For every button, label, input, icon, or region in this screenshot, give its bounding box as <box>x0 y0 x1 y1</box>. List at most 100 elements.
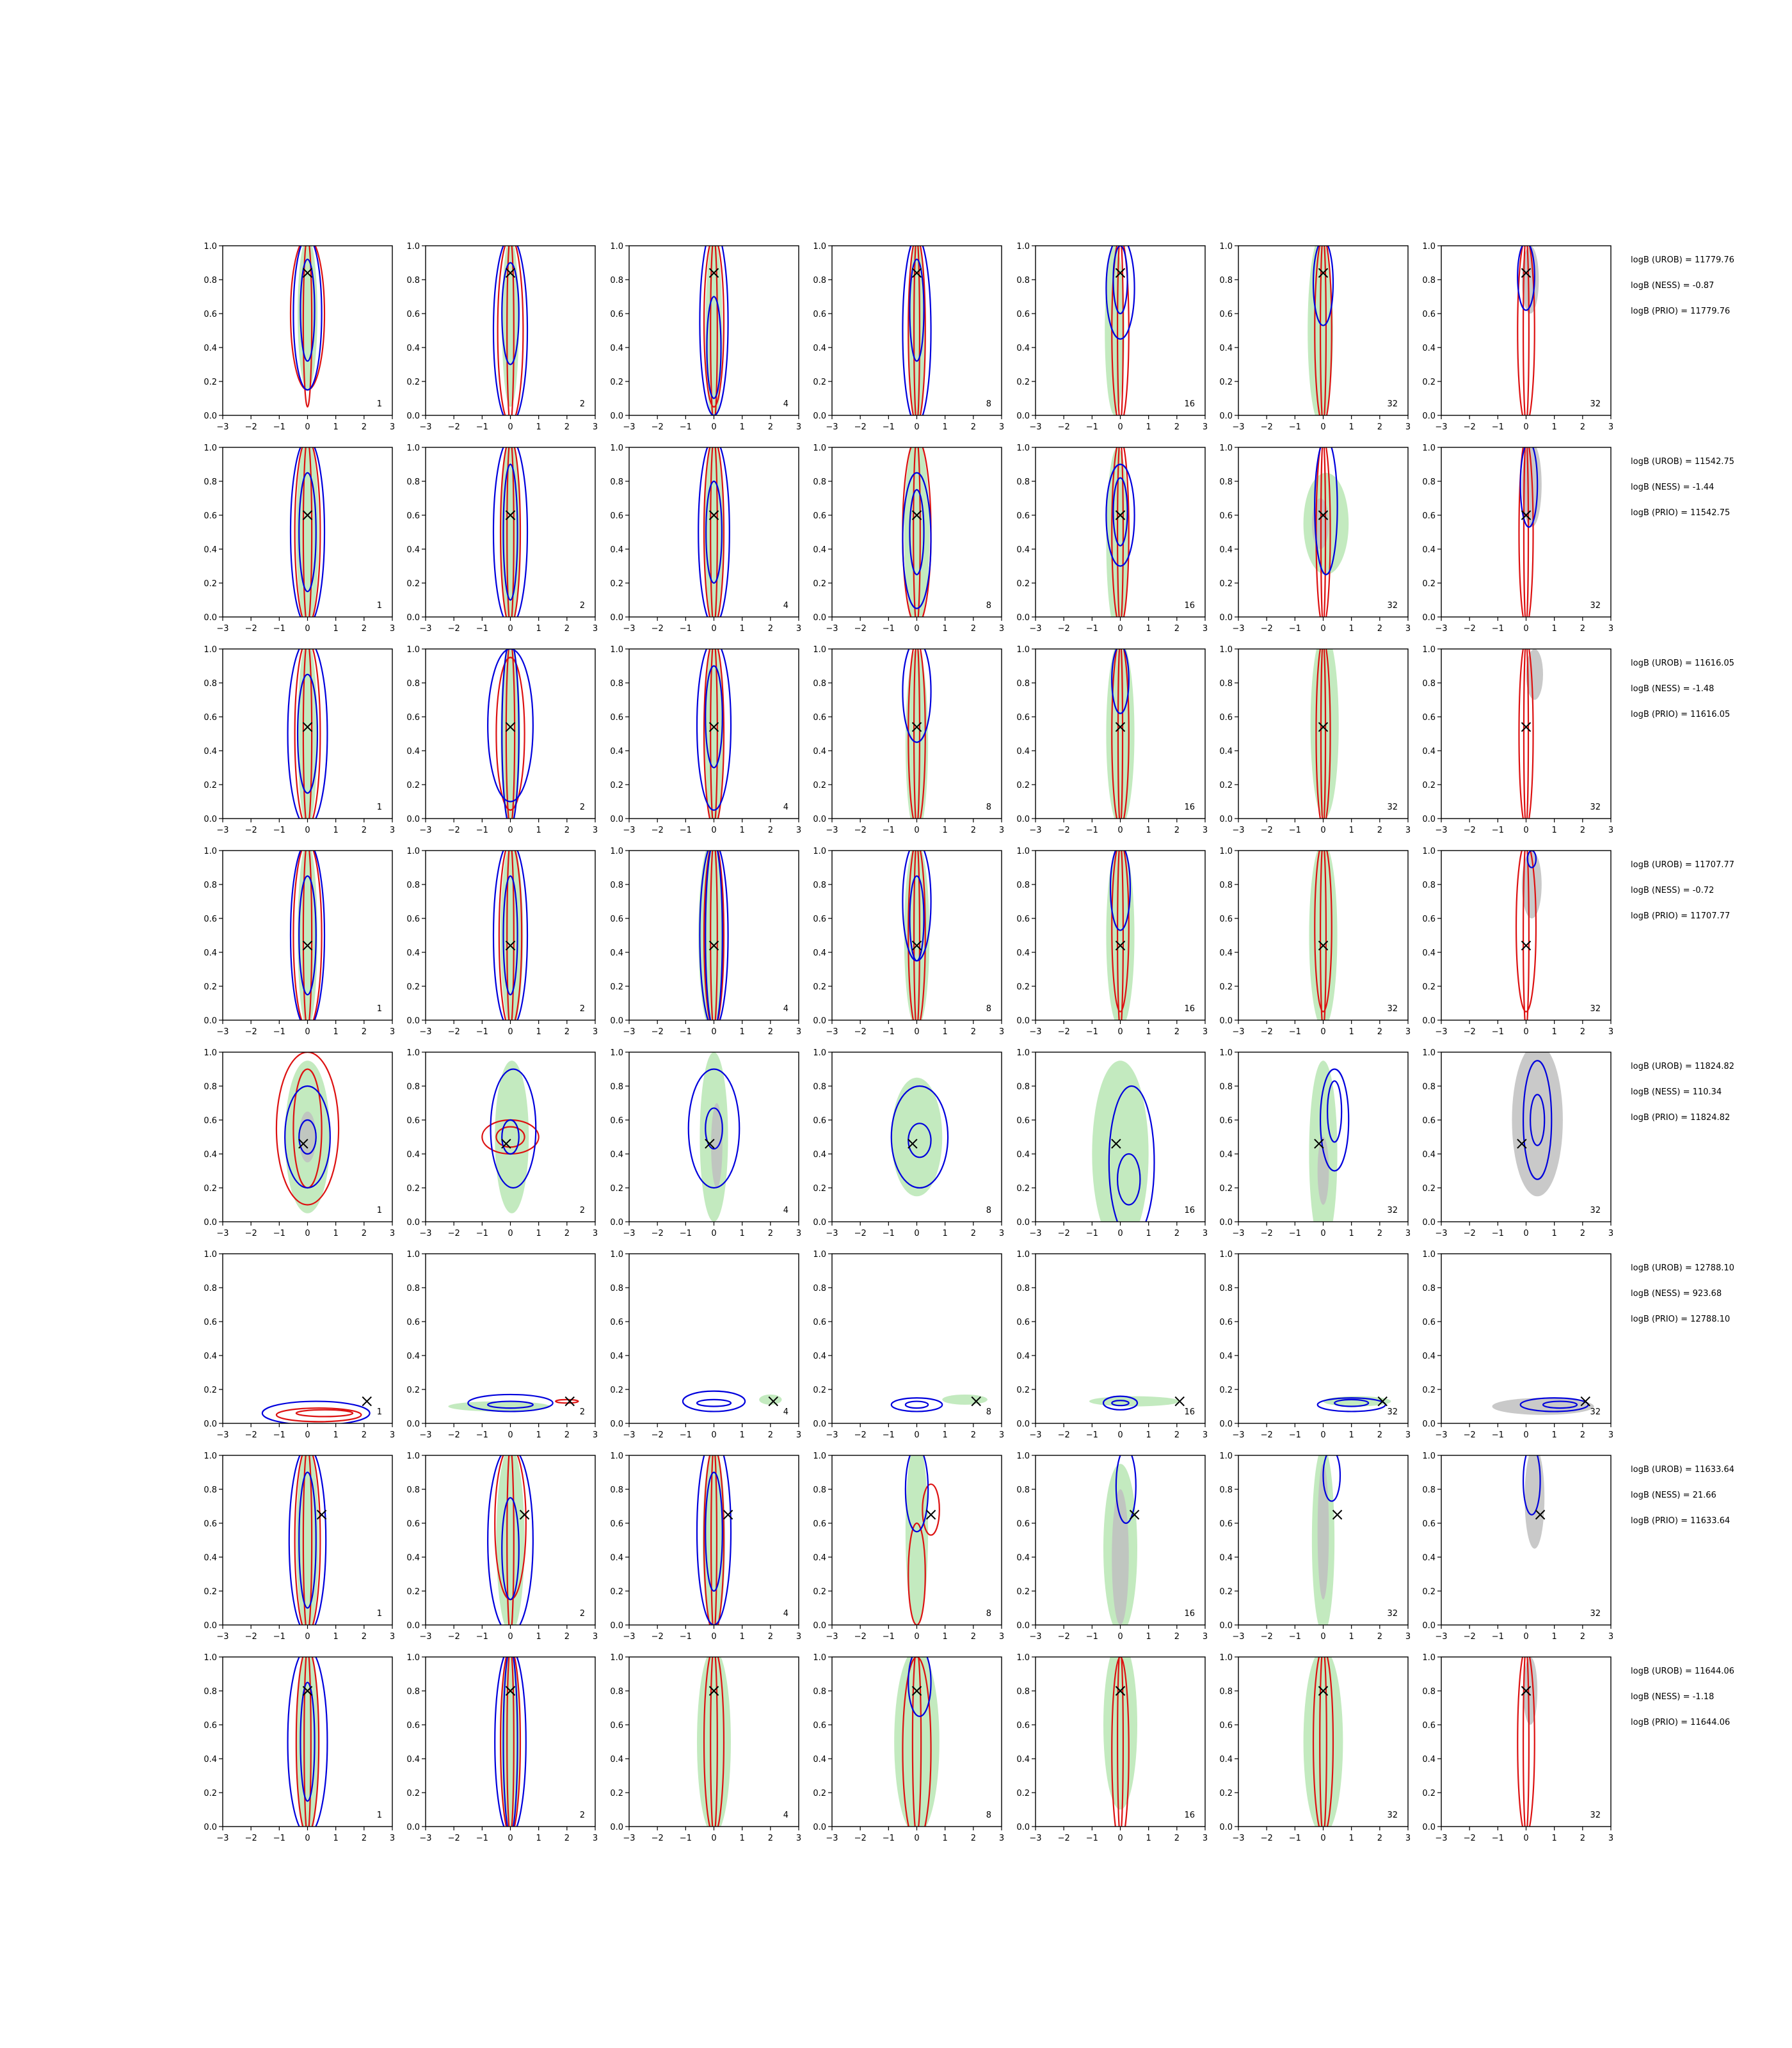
x-tick-label: 1 <box>333 1632 339 1642</box>
x-tick-label: 2 <box>362 826 367 835</box>
contour-red <box>1522 851 1530 1020</box>
x-tick-label: 0 <box>1320 826 1325 835</box>
y-tick-label: 1.0 <box>610 1452 623 1461</box>
y-tick-label: 0.2 <box>1422 781 1436 790</box>
y-tick-label: 0.8 <box>406 1284 420 1293</box>
panel-label: 32 <box>1590 1811 1601 1820</box>
y-tick-label: 0.4 <box>813 1150 826 1160</box>
y-tick-label: 1.0 <box>1422 1048 1436 1058</box>
contour-blue <box>502 875 518 996</box>
density-fill-green <box>759 1394 782 1405</box>
contour-blue <box>1312 246 1334 326</box>
contour-blue <box>909 875 925 962</box>
y-tick-label: 0.0 <box>813 1823 826 1832</box>
contour-red <box>913 447 921 617</box>
y-tick-label: 0.8 <box>1219 1687 1233 1697</box>
x-tick-label: −1 <box>680 624 692 634</box>
y-tick-label: 0.8 <box>1422 1284 1436 1293</box>
y-tick-label: 0.0 <box>813 815 826 824</box>
subplot-r5-c2: −3 −2 −1 0 1 2 3 0.0 0.2 0.4 0.6 0.8 1.0 2 <box>406 1048 598 1238</box>
contour-blue <box>1519 447 1539 528</box>
y-tick-label: 0.6 <box>406 1116 420 1126</box>
panel-label: 32 <box>1387 1407 1398 1417</box>
panel-label: 8 <box>986 399 991 409</box>
plot-area <box>487 649 534 819</box>
density-fill-green <box>1309 851 1338 1020</box>
x-tick-label: −2 <box>652 422 664 432</box>
y-tick-label: 0.6 <box>204 1519 217 1529</box>
panel-label: 8 <box>986 1407 991 1417</box>
y-tick-label: 0.0 <box>1016 815 1030 824</box>
contour-blue <box>261 1400 371 1423</box>
x-tick-label: −2 <box>1464 1027 1476 1037</box>
x-tick-label: −3 <box>1232 826 1244 835</box>
x-tick-label: −2 <box>1464 1632 1476 1642</box>
y-tick-label: 0.6 <box>406 1721 420 1731</box>
contour-red <box>294 447 321 617</box>
plot-area <box>1512 1052 1563 1197</box>
logb-stat-text: logB (NESS) = -1.44 <box>1631 483 1714 492</box>
plot-area <box>1106 649 1135 819</box>
contour-red <box>1523 447 1530 617</box>
y-tick-label: 0.2 <box>610 1386 623 1395</box>
y-tick-label: 0.4 <box>1422 948 1436 958</box>
plot-area <box>261 1396 372 1423</box>
x-tick-label: 0 <box>1320 1834 1325 1843</box>
truth-marker <box>708 268 719 278</box>
plot-area <box>487 1455 534 1625</box>
plot-area <box>1311 1455 1343 1625</box>
y-tick-label: 0.0 <box>813 412 826 421</box>
contour-red <box>1320 649 1327 819</box>
logb-stat-text: logB (UROB) = 11633.64 <box>1631 1465 1734 1475</box>
x-tick-label: 2 <box>768 1027 773 1037</box>
density-fill-gray <box>1524 1455 1545 1549</box>
x-tick-label: 0 <box>711 826 716 835</box>
panel-label: 1 <box>377 1004 382 1014</box>
x-tick-label: 3 <box>1608 624 1613 634</box>
y-tick-label: 0.2 <box>1219 1587 1233 1597</box>
contour-blue <box>1102 1395 1139 1411</box>
axes-frame <box>1238 1253 1409 1424</box>
y-tick-label: 1.0 <box>1219 1250 1233 1260</box>
plot-area <box>1518 447 1542 617</box>
x-tick-label: −1 <box>1492 1027 1504 1037</box>
contour-red <box>1314 246 1332 415</box>
x-tick-label: −1 <box>273 422 285 432</box>
plot-area <box>890 1394 988 1412</box>
contour-blue <box>699 246 729 415</box>
contour-red <box>275 1407 362 1423</box>
x-tick-label: −3 <box>216 1632 228 1642</box>
x-tick-label: 2 <box>362 624 367 634</box>
y-tick-label: 0.4 <box>406 344 420 353</box>
x-tick-label: −1 <box>680 1632 692 1642</box>
x-tick-label: 0 <box>914 1430 919 1440</box>
x-tick-label: −3 <box>623 1834 635 1843</box>
contour-red <box>1111 447 1130 617</box>
y-tick-label: 0.2 <box>1016 378 1030 387</box>
y-tick-label: 0.6 <box>204 1721 217 1731</box>
y-tick-label: 0.4 <box>1219 1755 1233 1764</box>
x-tick-label: −3 <box>623 1027 635 1037</box>
subplot-r7-c2: −3 −2 −1 0 1 2 3 0.0 0.2 0.4 0.6 0.8 1.0 2 <box>406 1452 598 1642</box>
subplot-r4-c3: −3 −2 −1 0 1 2 3 0.0 0.2 0.4 0.6 0.8 1.0 4 <box>610 847 801 1037</box>
subplot-r4-c2: −3 −2 −1 0 1 2 3 0.0 0.2 0.4 0.6 0.8 1.0 2 <box>406 847 598 1037</box>
x-tick-label: 3 <box>593 826 598 835</box>
x-tick-label: −3 <box>826 1834 838 1843</box>
y-tick-label: 1.0 <box>406 1048 420 1058</box>
x-tick-label: 3 <box>1608 1229 1613 1238</box>
x-tick-label: −3 <box>1029 1834 1041 1843</box>
logb-stat-text: logB (PRIO) = 11616.05 <box>1631 710 1730 719</box>
y-tick-label: 0.6 <box>1016 915 1030 924</box>
y-tick-label: 0.4 <box>610 948 623 958</box>
y-tick-label: 0.2 <box>1219 1184 1233 1194</box>
y-tick-label: 0.2 <box>204 1789 217 1798</box>
x-tick-label: −3 <box>1232 1229 1244 1238</box>
x-tick-label: −2 <box>854 1834 867 1843</box>
x-tick-label: −3 <box>1029 422 1041 432</box>
subplot-r8-c6: −3 −2 −1 0 1 2 3 0.0 0.2 0.4 0.6 0.8 1.0 32 <box>1219 1653 1411 1843</box>
x-tick-label: −3 <box>419 1229 431 1238</box>
y-tick-label: 0.2 <box>1016 781 1030 790</box>
y-tick-label: 0.2 <box>1016 982 1030 992</box>
y-tick-label: 1.0 <box>1219 1653 1233 1663</box>
y-tick-label: 0.8 <box>204 679 217 689</box>
